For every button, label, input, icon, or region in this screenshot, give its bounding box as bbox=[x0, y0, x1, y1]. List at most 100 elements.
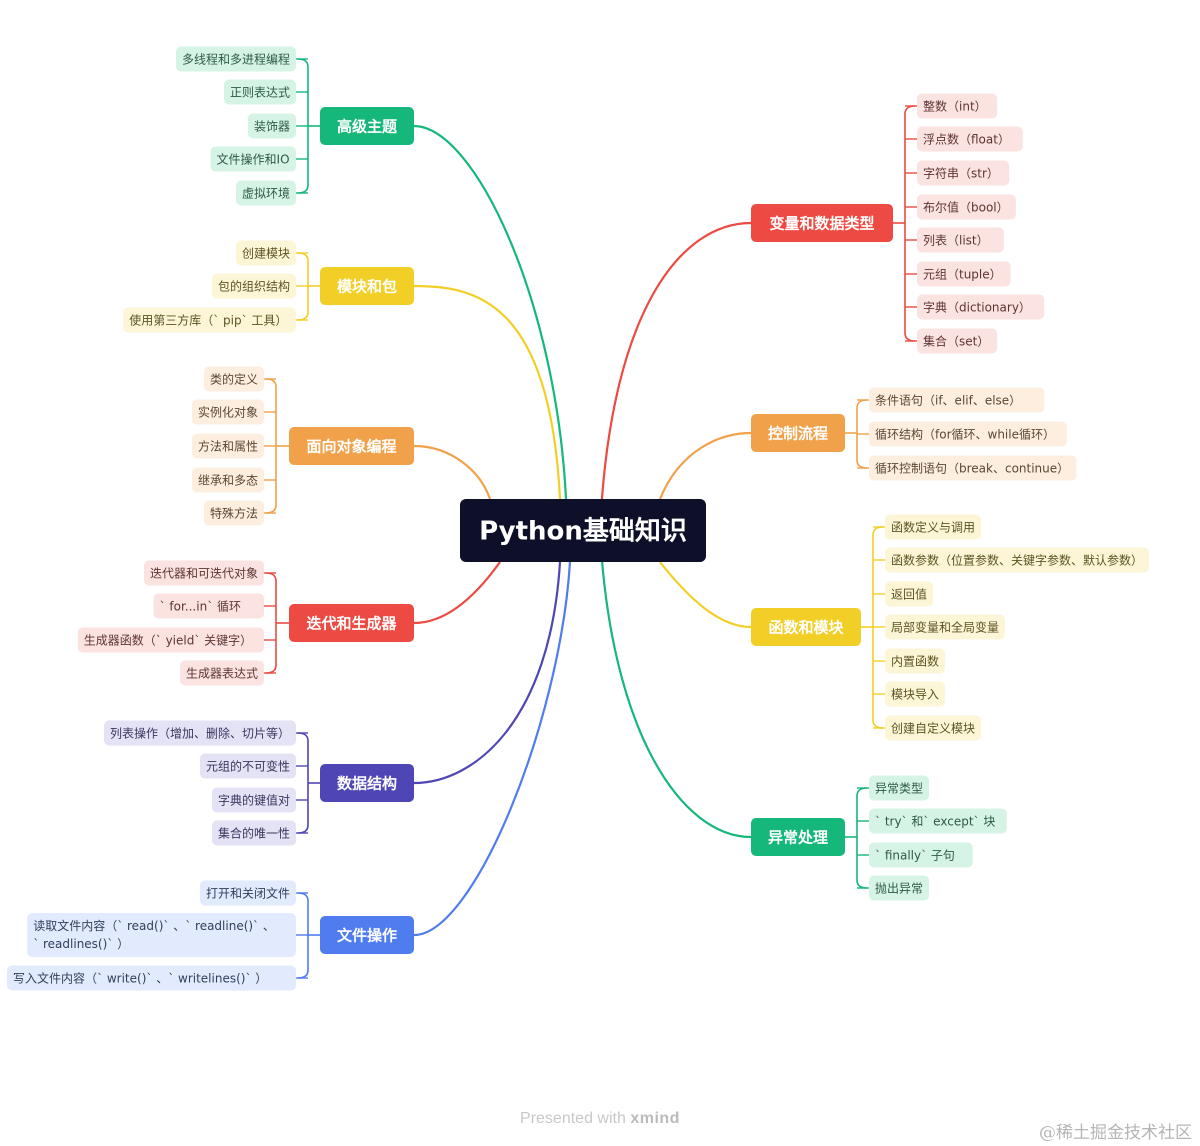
branch-10-subtopic-label: 抛出异常 bbox=[875, 881, 923, 896]
branch-1-subtopic[interactable]: 虚拟环境 bbox=[236, 180, 296, 206]
branch-7-bracket bbox=[904, 105, 916, 342]
branch-8-subtopic-label: 循环控制语句（break、continue） bbox=[875, 462, 1069, 476]
branch-6-subtopic-label: 打开和关闭文件 bbox=[206, 886, 290, 901]
branch-10-topic[interactable]: 异常处理 bbox=[751, 818, 845, 856]
branch-4-topic[interactable]: 迭代和生成器 bbox=[289, 604, 414, 642]
branch-6-subtopic[interactable]: 打开和关闭文件 bbox=[200, 880, 296, 906]
branch-5-topic[interactable]: 数据结构 bbox=[320, 764, 414, 802]
branch-8-topic[interactable]: 控制流程 bbox=[751, 414, 845, 452]
branch-9-subtopic-label: 内置函数 bbox=[891, 654, 939, 669]
branch-3-subtopic[interactable]: 类的定义 bbox=[204, 366, 264, 392]
branch-3-connector bbox=[413, 444, 492, 500]
branch-10-connector bbox=[598, 530, 752, 839]
branch-9-subtopic-label: 函数参数（位置参数、关键字参数、默认参数） bbox=[891, 553, 1143, 568]
branch-10-subtopic-label: ` finally` 子句 bbox=[875, 849, 955, 863]
xmind-credit: Presented with xmind bbox=[0, 1110, 1200, 1128]
branch-4-subtopic[interactable]: 生成器函数（` yield` 关键字） bbox=[77, 627, 264, 653]
branch-4-subtopic[interactable]: ` for...in` 循环 bbox=[153, 593, 264, 619]
branch-10-subtopic[interactable]: ` finally` 子句 bbox=[869, 842, 973, 868]
branch-9-subtopic[interactable]: 创建自定义模块 bbox=[885, 715, 981, 741]
branch-10-subtopic[interactable]: ` try` 和` except` 块 bbox=[869, 808, 1007, 834]
branch-9-subtopic[interactable]: 内置函数 bbox=[885, 648, 945, 674]
branch-3-subtopic[interactable]: 特殊方法 bbox=[204, 500, 264, 526]
branch-4-bracket bbox=[265, 572, 277, 674]
branch-7-subtopic[interactable]: 整数（int） bbox=[917, 93, 998, 119]
branch-3-topic[interactable]: 面向对象编程 bbox=[289, 427, 414, 465]
branch-9-topic[interactable]: 函数和模块 bbox=[751, 608, 861, 646]
branch-9-subtopic[interactable]: 模块导入 bbox=[885, 681, 945, 707]
branch-8-subtopic[interactable]: 循环结构（for循环、while循环） bbox=[869, 421, 1067, 447]
branch-8-connector bbox=[658, 431, 752, 500]
branch-7-subtopic-label: 集合（set） bbox=[923, 334, 989, 349]
branch-5-subtopic[interactable]: 列表操作（增加、删除、切片等） bbox=[104, 720, 296, 746]
branch-7-subtopic[interactable]: 字符串（str） bbox=[917, 160, 1010, 186]
branch-1-subtopic-label: 虚拟环境 bbox=[242, 186, 290, 201]
branch-6-topic[interactable]: 文件操作 bbox=[320, 916, 414, 954]
branch-1-subtopic-label: 装饰器 bbox=[254, 120, 290, 134]
branch-2-subtopic[interactable]: 包的组织结构 bbox=[212, 273, 296, 299]
branch-3-subtopic-label: 方法和属性 bbox=[198, 439, 258, 454]
branch-1-subtopic[interactable]: 正则表达式 bbox=[224, 79, 296, 105]
branch-5-subtopic[interactable]: 元组的不可变性 bbox=[200, 753, 296, 779]
branch-4-subtopic[interactable]: 生成器表达式 bbox=[180, 660, 264, 686]
branch-8-subtopic[interactable]: 条件语句（if、elif、else） bbox=[869, 387, 1045, 413]
branch-4-subtopic-label: 生成器函数（` yield` 关键字） bbox=[84, 633, 252, 648]
branch-3-subtopic[interactable]: 方法和属性 bbox=[192, 433, 264, 459]
branch-9-subtopic[interactable]: 函数参数（位置参数、关键字参数、默认参数） bbox=[885, 547, 1149, 573]
juejin-watermark: @稀土掘金技术社区 bbox=[1039, 1123, 1192, 1143]
branch-7-topic[interactable]: 变量和数据类型 bbox=[751, 204, 893, 242]
branch-8-subtopic[interactable]: 循环控制语句（break、continue） bbox=[869, 455, 1077, 481]
branch-9-subtopic[interactable]: 局部变量和全局变量 bbox=[885, 614, 1005, 640]
branch-6-subtopic-label: ` readlines()` ） bbox=[33, 937, 129, 951]
branch-5-subtopic-label: 集合的唯一性 bbox=[218, 826, 290, 841]
credit-prefix: Presented with bbox=[520, 1110, 626, 1127]
branch-10-subtopic[interactable]: 异常类型 bbox=[869, 775, 929, 801]
branch-7-subtopic[interactable]: 集合（set） bbox=[917, 328, 998, 354]
branch-2-label: 模块和包 bbox=[337, 278, 397, 296]
branch-7-subtopic[interactable]: 浮点数（float） bbox=[917, 126, 1023, 152]
branch-1-subtopic-label: 文件操作和IO bbox=[217, 152, 290, 167]
branch-7-subtopic-label: 列表（list） bbox=[923, 234, 989, 248]
branch-7-subtopic[interactable]: 列表（list） bbox=[917, 227, 1004, 253]
branch-3-subtopic[interactable]: 实例化对象 bbox=[192, 399, 264, 425]
branch-9-subtopic-label: 函数定义与调用 bbox=[891, 520, 975, 535]
branch-9-label: 函数和模块 bbox=[768, 619, 844, 637]
branch-1-subtopic[interactable]: 文件操作和IO bbox=[210, 146, 296, 172]
root-topic[interactable]: Python基础知识 bbox=[460, 499, 706, 562]
branch-6-subtopic[interactable]: 写入文件内容（` write()` 、` writelines()` ） bbox=[7, 965, 296, 991]
branch-4-subtopic[interactable]: 迭代器和可迭代对象 bbox=[144, 560, 264, 586]
branch-1-connector bbox=[413, 124, 568, 500]
branch-5-subtopic[interactable]: 字典的键值对 bbox=[212, 787, 296, 813]
branch-7-subtopic[interactable]: 布尔值（bool） bbox=[917, 194, 1016, 220]
branch-5-subtopic[interactable]: 集合的唯一性 bbox=[212, 820, 296, 846]
branch-3-subtopic[interactable]: 继承和多态 bbox=[192, 467, 264, 493]
branch-1-subtopic[interactable]: 装饰器 bbox=[248, 113, 296, 139]
branch-8-subtopic-label: 条件语句（if、elif、else） bbox=[875, 394, 1021, 408]
branch-7-subtopic[interactable]: 元组（tuple） bbox=[917, 261, 1011, 287]
branch-10-subtopic[interactable]: 抛出异常 bbox=[869, 875, 929, 901]
branch-7-connector bbox=[598, 221, 752, 531]
branch-4-connector bbox=[413, 561, 501, 625]
branch-3-subtopic-label: 类的定义 bbox=[210, 372, 258, 387]
branch-8-label: 控制流程 bbox=[768, 425, 828, 443]
branch-9-subtopic-label: 创建自定义模块 bbox=[891, 721, 975, 736]
branch-2-topic[interactable]: 模块和包 bbox=[320, 267, 414, 305]
branch-9-subtopic-label: 局部变量和全局变量 bbox=[891, 620, 999, 635]
branch-6-connector bbox=[413, 561, 572, 937]
branch-6-subtopic[interactable]: 读取文件内容（` read()` 、` readline()` 、 ` readl… bbox=[27, 913, 296, 957]
branch-2-subtopic[interactable]: 使用第三方库（` pip` 工具） bbox=[123, 307, 296, 333]
branch-7-subtopic[interactable]: 字典（dictionary） bbox=[917, 294, 1045, 320]
branch-9-subtopic[interactable]: 函数定义与调用 bbox=[885, 514, 981, 540]
branch-6-label: 文件操作 bbox=[337, 927, 397, 945]
branch-1-topic[interactable]: 高级主题 bbox=[320, 107, 414, 145]
branch-7-subtopic-label: 浮点数（float） bbox=[923, 132, 1010, 147]
branch-1-subtopic[interactable]: 多线程和多进程编程 bbox=[176, 46, 296, 72]
branch-7-label: 变量和数据类型 bbox=[769, 215, 874, 233]
branch-2-subtopic[interactable]: 创建模块 bbox=[236, 240, 296, 266]
branch-7-subtopic-label: 元组（tuple） bbox=[923, 268, 1002, 282]
branch-3-label: 面向对象编程 bbox=[306, 438, 396, 456]
branch-9-subtopic[interactable]: 返回值 bbox=[885, 581, 933, 607]
branch-1-subtopic-label: 正则表达式 bbox=[230, 86, 290, 100]
branch-2-connector bbox=[413, 284, 562, 500]
